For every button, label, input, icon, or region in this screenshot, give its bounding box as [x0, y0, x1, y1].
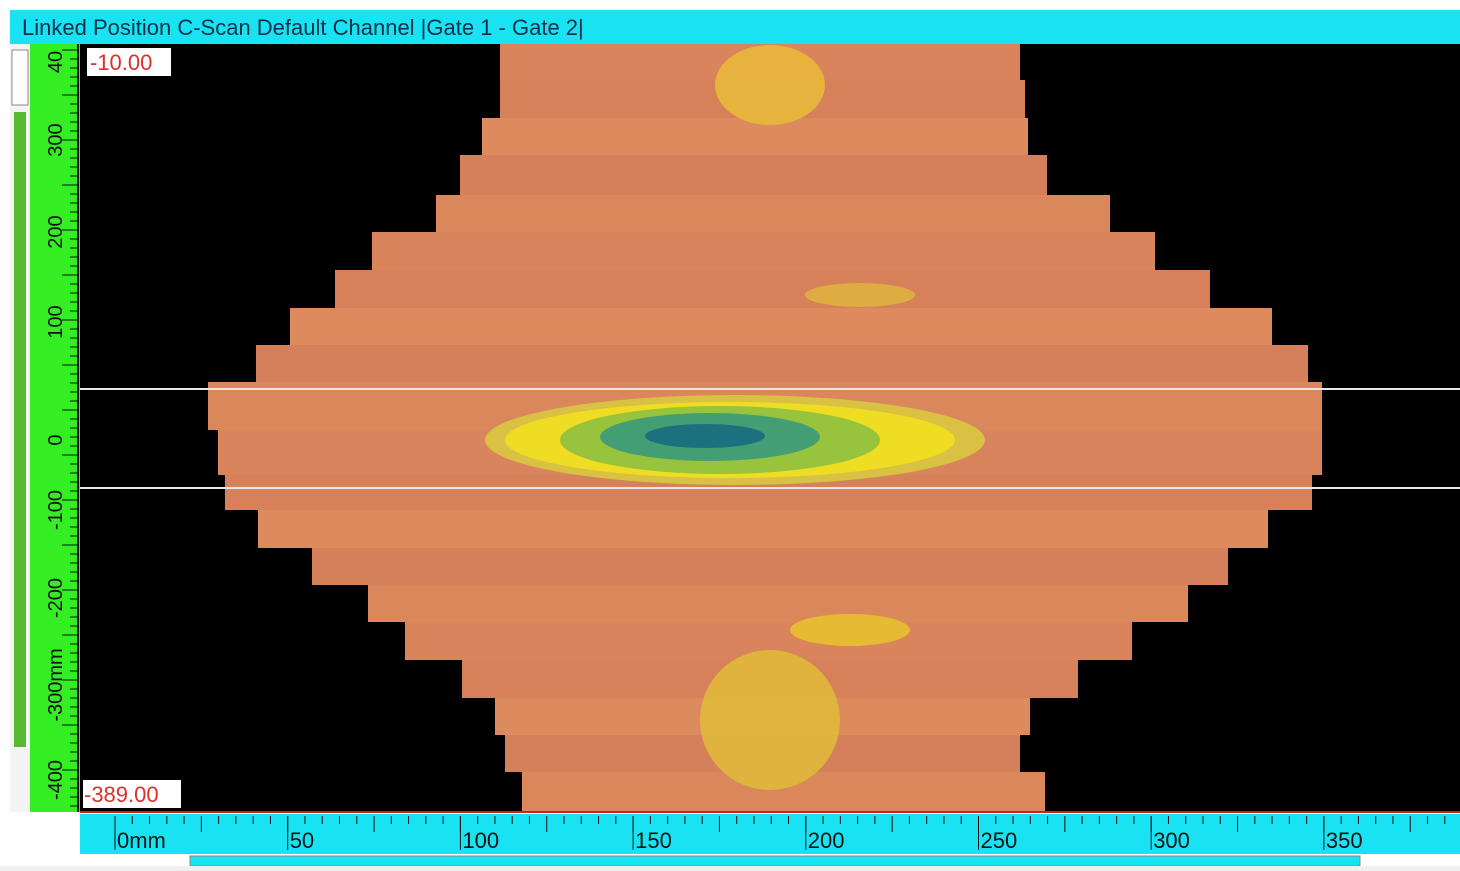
scan-strip	[372, 232, 1155, 270]
scan-strip	[312, 548, 1228, 585]
v-ruler-label: -400	[45, 760, 67, 800]
h-ruler-label: 150	[635, 828, 672, 853]
scroll-thumb[interactable]	[12, 50, 28, 105]
h-ruler-label: 200	[808, 828, 845, 853]
h-ruler-label: 50	[290, 828, 314, 853]
window-title: Linked Position C-Scan Default Channel |…	[22, 15, 584, 40]
v-ruler-label: -100	[45, 490, 67, 530]
horizontal-ruler	[80, 814, 1460, 854]
indication	[645, 424, 765, 448]
bottom-limit: -389.00	[84, 782, 159, 807]
position-indicator	[14, 112, 26, 747]
v-ruler-label: -200	[45, 578, 67, 618]
v-ruler-label: 100	[45, 305, 67, 338]
indication	[715, 45, 825, 125]
h-scrollbar[interactable]	[190, 856, 1360, 866]
scan-strip	[482, 118, 1028, 155]
v-ruler-label: 200	[45, 215, 67, 248]
indication	[790, 614, 910, 646]
page: Linked Position C-Scan Default Channel |…	[0, 0, 1460, 866]
v-ruler-label: 300	[45, 123, 67, 156]
c-scan-window: Linked Position C-Scan Default Channel |…	[0, 0, 1460, 866]
h-ruler-label: 0mm	[117, 828, 166, 853]
scan-strip	[335, 270, 1210, 308]
scan-strip	[256, 345, 1308, 382]
h-ruler-label: 250	[981, 828, 1018, 853]
h-ruler-label: 300	[1153, 828, 1190, 853]
scan-strip	[258, 510, 1268, 548]
scan-strip	[368, 585, 1188, 622]
v-ruler-label: 0	[45, 434, 67, 445]
h-ruler-label: 350	[1326, 828, 1363, 853]
indication	[700, 650, 840, 790]
top-limit: -10.00	[90, 50, 152, 75]
scan-strip	[436, 195, 1110, 232]
indication	[805, 283, 915, 307]
scan-strip	[290, 308, 1272, 345]
v-ruler-label: -300mm	[45, 648, 67, 721]
v-ruler-label: 40	[45, 51, 67, 73]
h-ruler-label: 100	[462, 828, 499, 853]
scan-strip	[460, 155, 1047, 195]
